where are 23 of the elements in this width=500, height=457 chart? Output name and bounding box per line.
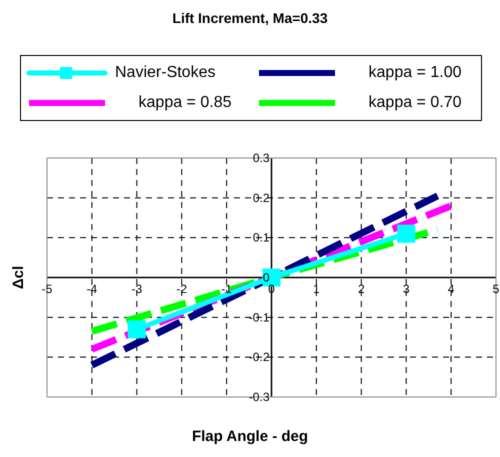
legend-label: Navier-Stokes: [115, 64, 216, 82]
y-tick-label: -0.3: [248, 390, 270, 404]
y-tick-label: -0.2: [248, 350, 270, 364]
y-axis-title: Δcl: [10, 265, 28, 289]
legend-label: kappa = 0.70: [368, 94, 462, 112]
x-tick-label: 4: [448, 282, 455, 296]
x-tick-label: -2: [176, 282, 188, 296]
x-tick-label: -5: [42, 282, 53, 296]
y-tick-label: 0: [262, 270, 270, 284]
x-axis-title: Flap Angle - deg: [190, 428, 310, 445]
x-tick-label: -4: [86, 282, 98, 296]
x-tick-label: -3: [131, 282, 142, 296]
point: [128, 320, 146, 338]
y-tick-label: 0.3: [252, 151, 270, 165]
chart-title: Lift Increment, Ma=0.33: [171, 10, 329, 26]
y-tick-label: -0.1: [248, 310, 270, 324]
y-tick-label: 0.1: [252, 230, 270, 245]
x-tick-label: 5: [492, 282, 500, 296]
x-tick-label: 3: [402, 282, 410, 296]
legend-label: kappa = 0.85: [138, 94, 232, 112]
y-tick-label: 0.2: [252, 190, 270, 205]
point: [397, 224, 416, 243]
legend-label: kappa = 1.00: [368, 64, 462, 82]
